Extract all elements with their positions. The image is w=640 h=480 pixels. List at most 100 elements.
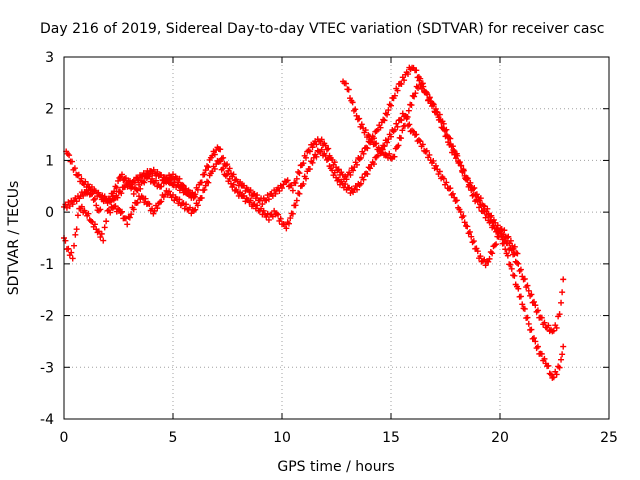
data-point: [166, 188, 173, 195]
data-point: [134, 199, 141, 206]
grid: [64, 57, 609, 419]
data-point: [135, 177, 142, 184]
data-point: [300, 180, 307, 187]
data-point: [205, 164, 212, 171]
data-point: [415, 137, 422, 144]
data-point: [556, 364, 563, 371]
data-point: [279, 185, 285, 192]
data-point: [204, 178, 211, 185]
data-point: [559, 289, 566, 296]
data-point: [395, 142, 402, 149]
data-point: [384, 111, 391, 118]
data-point: [325, 145, 332, 152]
data-point: [541, 319, 548, 326]
data-point: [411, 93, 418, 100]
data-point: [74, 212, 81, 219]
data-point: [437, 116, 444, 123]
data-point: [401, 77, 408, 84]
data-point: [230, 181, 237, 188]
data-point: [347, 171, 354, 178]
data-point: [90, 196, 97, 203]
data-point: [115, 177, 122, 184]
data-point: [362, 127, 369, 134]
data-point: [69, 201, 76, 208]
data-point: [550, 327, 557, 334]
data-point: [357, 180, 364, 187]
data-point: [158, 183, 165, 190]
data-point: [318, 136, 325, 143]
data-point: [66, 152, 73, 159]
data-point: [237, 189, 244, 196]
data-point: [545, 362, 552, 369]
data-point: [112, 183, 119, 190]
data-point: [114, 194, 121, 201]
data-point: [525, 320, 532, 327]
data-point: [306, 148, 313, 155]
data-point: [75, 171, 82, 178]
plot-frame: [63, 56, 610, 420]
data-point: [493, 241, 500, 248]
series-track-3: [340, 77, 521, 257]
x-tick-label: 10: [273, 430, 291, 446]
data-point: [292, 180, 299, 187]
series-track-4: [63, 148, 198, 206]
data-point: [185, 187, 192, 194]
data-point: [532, 338, 539, 345]
data-point: [384, 139, 391, 146]
data-point: [191, 193, 198, 200]
data-point: [85, 210, 92, 217]
data-point: [426, 94, 433, 101]
data-point: [532, 302, 539, 309]
data-point: [560, 276, 567, 283]
data-point: [194, 202, 201, 209]
data-point: [226, 165, 233, 172]
data-point: [419, 141, 426, 148]
data-point: [293, 175, 300, 182]
data-point: [381, 117, 388, 124]
data-point: [211, 165, 218, 172]
data-point: [558, 299, 565, 306]
axis-ticks: 0 5 10 15 20 25 -4 -3 -2 -1 0 1 2 3: [40, 50, 618, 446]
y-tick-label: -4: [40, 412, 54, 428]
data-point: [514, 250, 521, 257]
data-point: [531, 335, 538, 342]
data-point: [524, 282, 531, 289]
data-point: [237, 178, 244, 185]
data-point: [345, 86, 352, 93]
data-point: [477, 195, 484, 202]
data-point: [353, 186, 360, 193]
data-point: [358, 121, 365, 128]
data-point: [164, 176, 171, 183]
data-point: [145, 171, 152, 178]
data-point: [158, 198, 165, 205]
data-point: [386, 150, 393, 157]
data-point: [353, 161, 360, 168]
data-point: [343, 176, 350, 183]
data-point: [464, 175, 471, 182]
x-tick-label: 15: [382, 430, 400, 446]
data-point: [356, 156, 363, 163]
data-point: [260, 207, 267, 214]
data-point: [369, 135, 376, 142]
data-point: [534, 307, 541, 314]
data-point: [325, 155, 332, 162]
data-point: [432, 162, 439, 169]
data-point: [68, 249, 75, 256]
data-point: [211, 151, 218, 158]
data-point: [391, 153, 398, 160]
data-point: [331, 159, 338, 166]
y-tick-label: 0: [45, 205, 54, 221]
data-point: [471, 185, 478, 192]
data-point: [416, 77, 423, 84]
data-points: [61, 64, 567, 381]
data-point: [423, 147, 430, 154]
data-point: [137, 185, 144, 192]
data-point: [482, 262, 489, 269]
data-point: [440, 120, 447, 127]
data-point: [284, 177, 291, 184]
data-point: [189, 189, 196, 196]
y-tick-label: -2: [40, 309, 54, 325]
data-point: [505, 233, 512, 240]
data-point: [78, 175, 85, 182]
data-point: [65, 245, 72, 252]
